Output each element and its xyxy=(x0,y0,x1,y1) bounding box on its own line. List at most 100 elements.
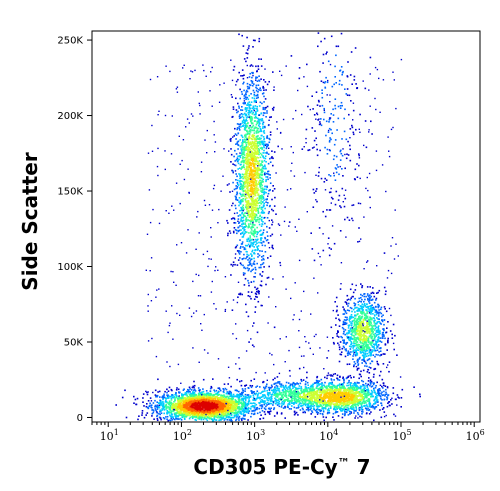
event-dot xyxy=(248,86,251,88)
event-dot xyxy=(246,109,248,111)
event-dot xyxy=(240,220,242,222)
event-dot xyxy=(204,407,207,410)
event-dot xyxy=(246,36,248,39)
event-dot xyxy=(248,130,251,132)
event-dot xyxy=(254,173,257,175)
event-dot xyxy=(250,408,252,410)
event-dot xyxy=(332,395,335,397)
event-dot xyxy=(247,103,250,106)
event-dot xyxy=(332,396,335,399)
event-dot xyxy=(209,394,211,396)
event-dot xyxy=(240,91,243,93)
event-dot xyxy=(253,127,256,130)
event-dot xyxy=(242,246,244,248)
event-dot xyxy=(238,71,240,74)
event-dot xyxy=(248,110,250,112)
event-dot xyxy=(171,395,173,397)
event-dot xyxy=(254,187,257,189)
event-dot xyxy=(230,398,233,400)
event-dot xyxy=(241,225,243,228)
event-dot xyxy=(215,406,218,409)
event-dot xyxy=(185,409,188,411)
event-dot xyxy=(232,261,235,263)
event-dot xyxy=(259,400,262,402)
event-dot xyxy=(262,201,264,203)
event-dot xyxy=(181,413,183,415)
event-dot xyxy=(254,126,256,128)
event-dot xyxy=(229,407,231,410)
event-dot xyxy=(245,220,248,222)
event-dot xyxy=(137,418,139,421)
event-dot xyxy=(258,221,260,223)
event-dot xyxy=(245,311,248,313)
event-dot xyxy=(251,113,254,115)
event-dot xyxy=(235,109,238,111)
event-dot xyxy=(265,201,267,203)
event-dot xyxy=(253,158,256,160)
event-dot xyxy=(257,231,259,234)
event-dot xyxy=(241,175,244,178)
event-dot xyxy=(250,158,253,160)
event-dot xyxy=(221,408,223,411)
event-dot xyxy=(253,257,255,260)
event-dot xyxy=(183,402,186,405)
event-dot xyxy=(196,411,198,413)
event-dot xyxy=(183,413,186,416)
event-dot xyxy=(261,206,263,209)
event-dot xyxy=(391,403,393,405)
event-dot xyxy=(213,404,216,407)
event-dot xyxy=(191,417,194,420)
event-dot xyxy=(253,252,255,254)
event-dot xyxy=(313,388,316,391)
event-dot xyxy=(152,410,155,412)
event-dot xyxy=(221,418,223,420)
event-dot xyxy=(259,238,262,240)
event-dot xyxy=(146,393,149,396)
event-dot xyxy=(227,413,229,416)
event-dot xyxy=(177,400,180,402)
event-dot xyxy=(374,398,376,401)
event-dot xyxy=(185,399,187,402)
event-dot xyxy=(171,410,173,413)
event-dot xyxy=(227,232,229,235)
event-dot xyxy=(271,156,273,158)
event-dot xyxy=(213,405,215,408)
event-dot xyxy=(200,402,203,405)
event-dot xyxy=(253,174,256,177)
event-dot xyxy=(167,419,169,422)
event-dot xyxy=(205,393,207,396)
event-dot xyxy=(235,185,237,187)
event-dot xyxy=(240,193,242,196)
event-dot xyxy=(269,134,272,136)
event-dot xyxy=(266,145,268,147)
event-dot xyxy=(256,169,258,171)
event-dot xyxy=(250,270,252,273)
event-dot xyxy=(232,410,234,413)
event-dot xyxy=(226,419,229,421)
event-dot xyxy=(217,393,219,396)
event-dot xyxy=(178,411,181,413)
event-dot xyxy=(178,401,180,403)
event-dot xyxy=(240,245,242,248)
event-dot xyxy=(124,389,126,392)
event-dot xyxy=(216,392,219,395)
event-dot xyxy=(251,119,253,121)
event-dot xyxy=(174,402,177,405)
event-dot xyxy=(257,189,260,191)
event-dot xyxy=(197,415,199,418)
event-dot xyxy=(251,187,253,189)
event-dot xyxy=(242,198,244,200)
event-dot xyxy=(159,399,161,402)
event-dot xyxy=(171,415,173,418)
event-dot xyxy=(265,405,267,408)
event-dot xyxy=(253,231,256,233)
event-dot xyxy=(160,400,162,402)
event-dot xyxy=(371,395,373,398)
event-dot xyxy=(370,411,372,413)
event-dot xyxy=(259,176,261,178)
event-dot xyxy=(245,179,248,181)
event-dot xyxy=(272,164,274,167)
event-dot xyxy=(248,144,250,146)
event-dot xyxy=(258,195,261,198)
event-dot xyxy=(211,396,213,399)
